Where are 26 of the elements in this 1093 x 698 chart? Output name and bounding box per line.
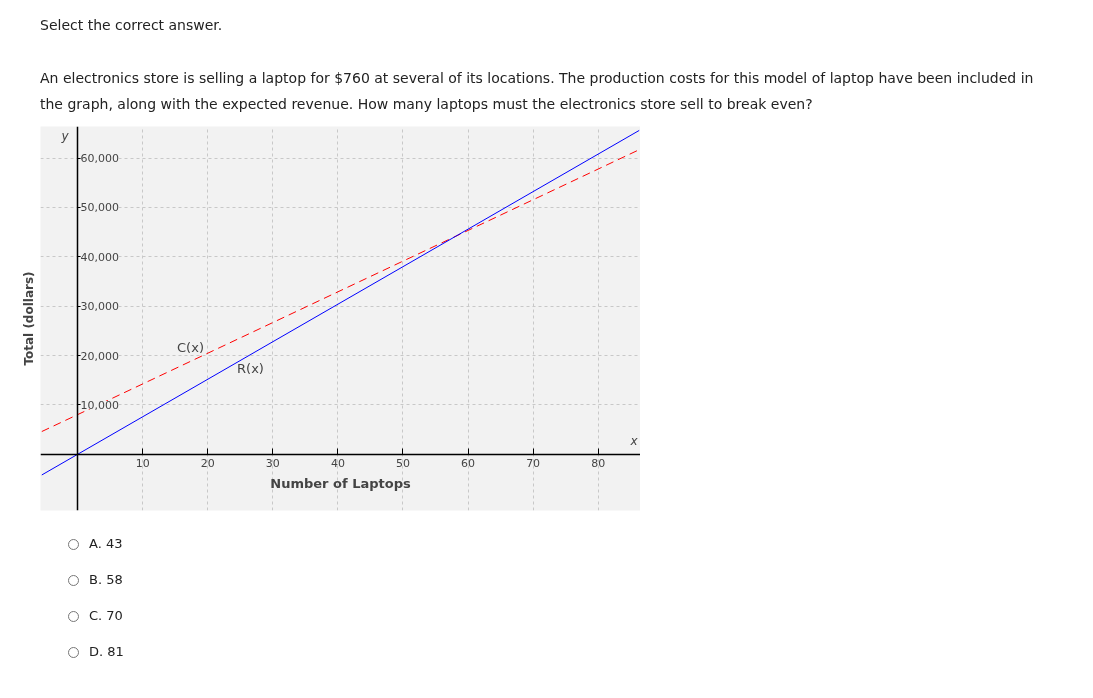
x-tick-label: 40 [330, 457, 345, 471]
y-tick-label: 30,000 [80, 300, 120, 314]
y-tick-label: 20,000 [80, 349, 120, 363]
x-tick-label: 10 [135, 457, 150, 471]
y-tick-label: 10,000 [80, 398, 120, 412]
text: B. 58 [88, 570, 124, 589]
chart-subtitle: An electronics store is selling a laptop for $760 at several of its locations. The production costs for this model of laptop have been included in the graph, along with the expected revenue. How many laptops must the electronics store sell to break even? [40, 69, 1035, 114]
series-label: R(x) [237, 360, 264, 376]
annotation: y [60, 128, 70, 143]
y-axis-title: Total (dollars) [21, 271, 36, 366]
text: C. 70 [88, 606, 124, 625]
x-axis-title: Number of Laptops [270, 475, 411, 491]
series-label: C(x) [177, 340, 204, 356]
x-tick-label: 50 [395, 457, 410, 471]
y-tick-label: 50,000 [80, 201, 120, 215]
y-tick-label: 60,000 [80, 152, 120, 166]
x-tick-label: 80 [591, 457, 606, 471]
x-tick-label: 20 [200, 457, 215, 471]
x-tick-label: 70 [526, 457, 541, 471]
annotation: x [629, 434, 639, 449]
text: D. 81 [88, 642, 124, 661]
x-tick-label: 60 [461, 457, 476, 471]
chart-title: Select the correct answer. [40, 16, 224, 35]
x-tick-label: 30 [265, 457, 280, 471]
text: A. 43 [88, 534, 124, 553]
y-tick-label: 40,000 [80, 250, 120, 264]
